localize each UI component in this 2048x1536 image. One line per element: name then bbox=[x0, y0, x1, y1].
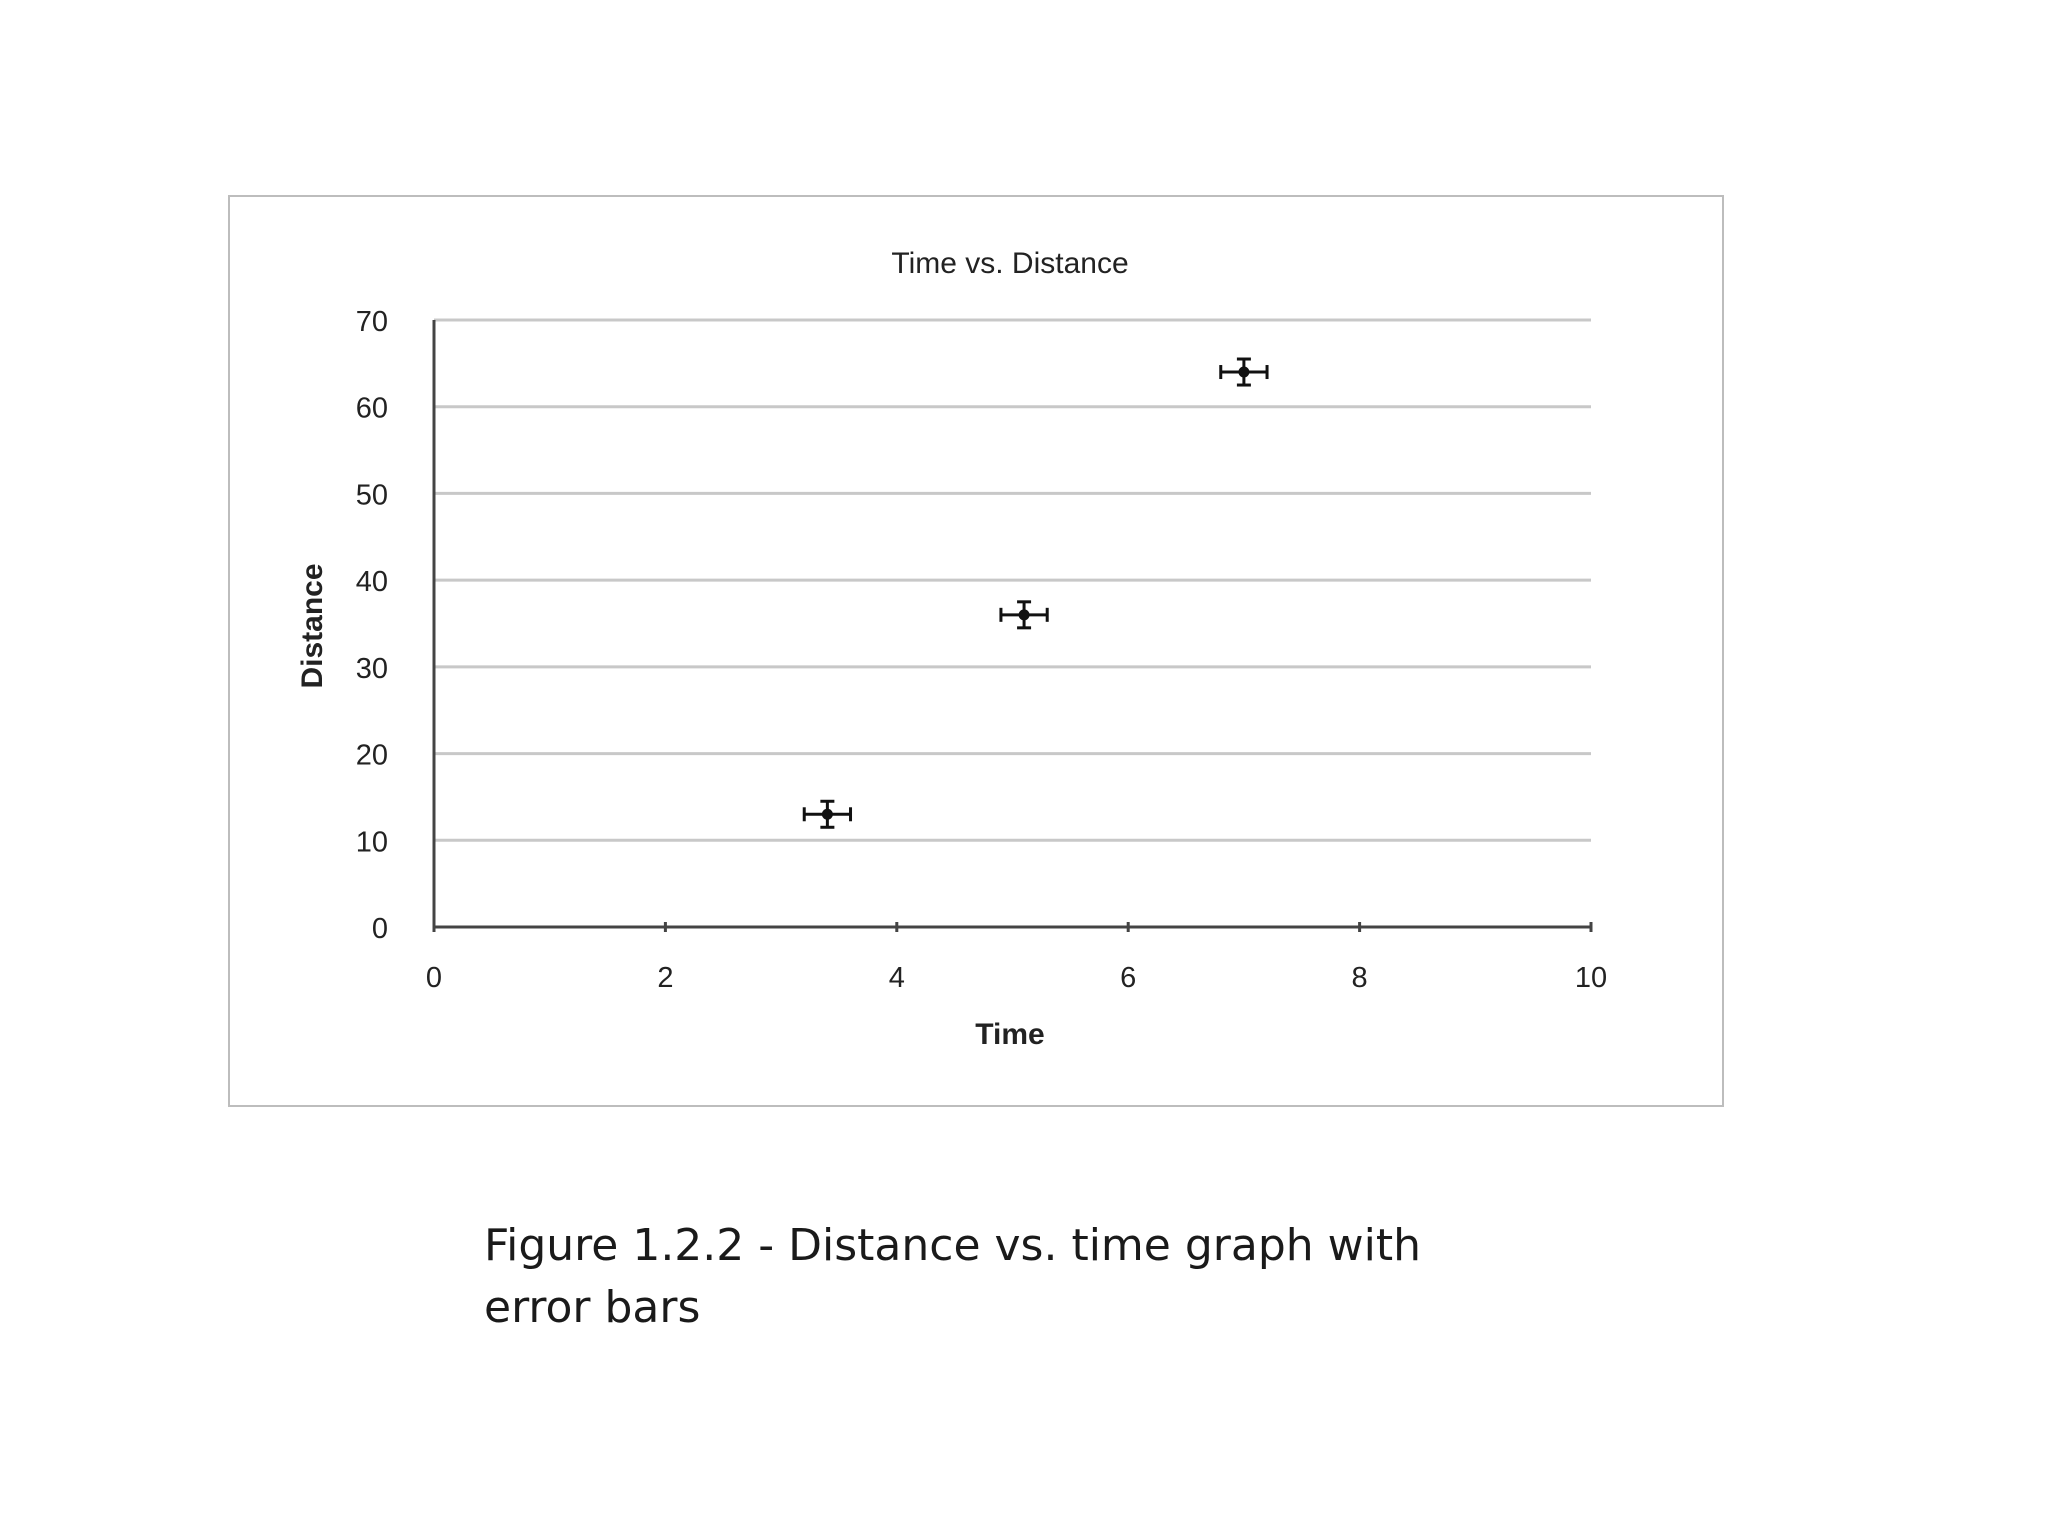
point-marker bbox=[821, 808, 833, 820]
figure-caption: Figure 1.2.2 - Distance vs. time graph w… bbox=[484, 1220, 1421, 1333]
y-tick-label: 50 bbox=[356, 479, 388, 511]
gridlines bbox=[434, 318, 1591, 842]
axes bbox=[432, 320, 1593, 932]
x-tick-label: 4 bbox=[889, 962, 905, 994]
data-points bbox=[802, 357, 1269, 829]
x-tick-label: 2 bbox=[657, 962, 673, 994]
y-tick-label: 10 bbox=[356, 826, 388, 858]
x-axis-label: Time bbox=[975, 1018, 1044, 1051]
data-point bbox=[1219, 357, 1269, 387]
data-point bbox=[999, 600, 1049, 630]
point-marker bbox=[1238, 366, 1250, 378]
x-tick-label: 10 bbox=[1575, 962, 1607, 994]
point-marker bbox=[1018, 609, 1030, 621]
x-tick-label: 0 bbox=[426, 962, 442, 994]
y-tick-label: 0 bbox=[372, 913, 388, 945]
y-tick-label: 40 bbox=[356, 566, 388, 598]
data-point bbox=[802, 799, 853, 829]
x-tick-label: 6 bbox=[1120, 962, 1136, 994]
chart-title: Time vs. Distance bbox=[891, 247, 1128, 280]
x-tick-label: 8 bbox=[1352, 962, 1368, 994]
y-tick-label: 20 bbox=[356, 740, 388, 772]
y-axis-label: Distance bbox=[296, 563, 329, 688]
y-tick-label: 60 bbox=[356, 393, 388, 425]
x-tick-labels: 0 2 4 6 8 10 bbox=[426, 962, 1607, 994]
y-tick-labels: 0 10 20 30 40 50 60 70 bbox=[356, 306, 388, 945]
y-tick-label: 30 bbox=[356, 653, 388, 685]
y-tick-label: 70 bbox=[356, 306, 388, 338]
chart-frame bbox=[228, 195, 1724, 1107]
